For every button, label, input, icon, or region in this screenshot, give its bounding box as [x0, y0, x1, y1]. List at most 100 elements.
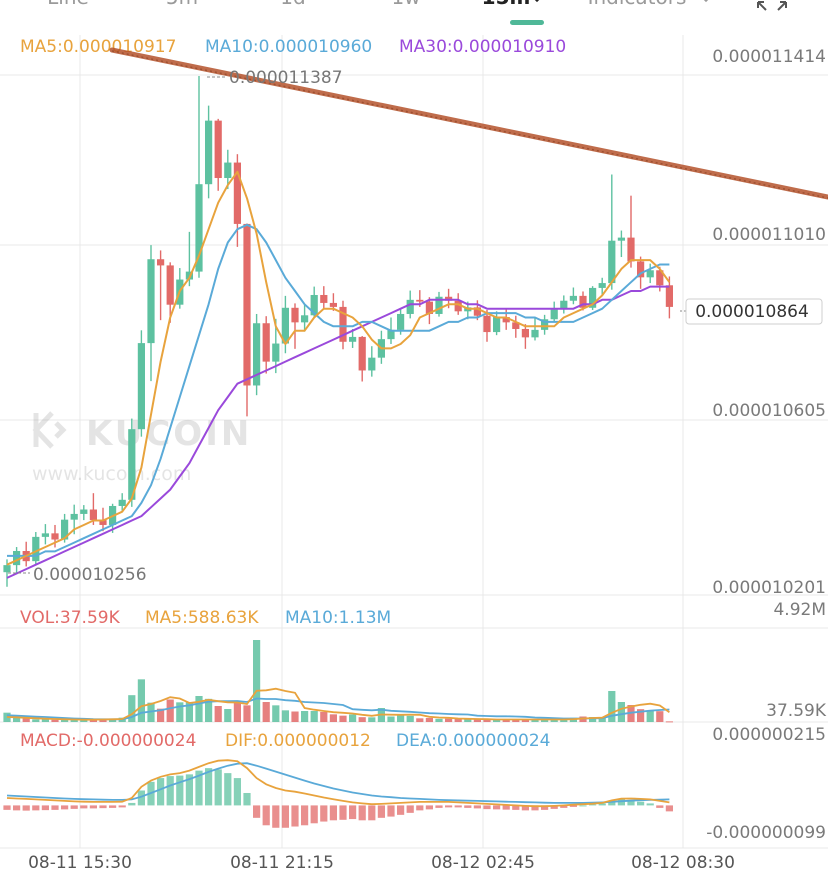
- candle-body: [425, 301, 433, 314]
- volume-bar: [512, 719, 520, 722]
- candle-body: [157, 259, 165, 266]
- price-tick-label: 0.000010201: [712, 578, 826, 598]
- macd-tick-label: 0.000000215: [712, 725, 826, 745]
- tab-1d[interactable]: 1d: [280, 0, 305, 9]
- ma30-line: [6, 285, 670, 579]
- watermark: KUCOIN www.kucoin.com: [32, 411, 249, 485]
- volume-bar: [464, 719, 472, 722]
- trendline-texture: [111, 50, 828, 199]
- volume-bar: [473, 719, 481, 722]
- candle-body: [166, 265, 174, 305]
- macd-histogram-bar: [89, 805, 97, 809]
- volume-bar: [339, 715, 347, 722]
- macd-histogram-bar: [262, 805, 270, 826]
- volume-bar: [176, 702, 184, 722]
- candle-body: [137, 343, 145, 430]
- volume-bar: [358, 717, 366, 722]
- volume-bar: [61, 720, 69, 722]
- tab-line[interactable]: Line: [47, 0, 89, 9]
- volume-bar: [109, 718, 117, 722]
- candle-body: [656, 270, 664, 286]
- volume-bar: [99, 719, 107, 722]
- macd-histogram-bar: [665, 805, 673, 812]
- volume-bar: [310, 711, 318, 722]
- macd-histogram-bar: [205, 768, 213, 806]
- trendline: [109, 47, 828, 200]
- tab-15m[interactable]: 15m: [482, 0, 531, 9]
- macd-histogram-bar: [291, 805, 299, 827]
- kucoin-logo-icon: [32, 411, 67, 449]
- interval-tabs[interactable]: Line 5m 1d 1w 15m Indicators: [47, 0, 787, 25]
- volume-bar: [205, 698, 213, 722]
- macd-histogram-bar: [502, 805, 510, 810]
- candle-body: [627, 237, 635, 262]
- price-tick-label: 0.000011010: [712, 225, 826, 245]
- moving-averages: [6, 170, 671, 579]
- candle-body: [358, 336, 366, 371]
- candle-body: [339, 306, 347, 342]
- macd-histogram-bar: [637, 801, 645, 806]
- candle-body: [435, 296, 443, 314]
- macd-histogram-bar: [358, 805, 366, 821]
- macd-histogram-bar: [109, 805, 117, 808]
- volume-bar: [157, 708, 165, 722]
- candle-body: [329, 302, 337, 307]
- time-tick-label: 08-11 21:15: [230, 853, 334, 873]
- candle-body: [224, 162, 232, 179]
- legend-macd: MACD:-0.000000024: [20, 731, 196, 751]
- ma10-line: [7, 223, 670, 557]
- candle-body: [589, 287, 597, 308]
- volume-bar: [454, 718, 462, 722]
- macd-histogram-bar: [646, 803, 654, 806]
- watermark-url: www.kucoin.com: [32, 463, 191, 485]
- macd-histogram-bar: [41, 805, 49, 811]
- current-price-tag: 0.000010864: [680, 298, 823, 325]
- volume-bar: [608, 691, 616, 722]
- macd-histogram-bar: [157, 778, 165, 806]
- volume-tick-label: 37.59K: [766, 701, 827, 721]
- volume-bar: [598, 717, 606, 722]
- candle-body: [205, 120, 213, 185]
- volume-bar: [493, 719, 501, 722]
- volume-bar: [22, 718, 30, 722]
- candle-body: [454, 300, 462, 312]
- legend-dea: DEA:0.000000024: [396, 731, 550, 751]
- candle-body: [118, 499, 126, 506]
- macd-histogram-bar: [493, 805, 501, 810]
- legend-vol-ma5: MA5:588.63K: [145, 608, 259, 628]
- volume-bar: [637, 709, 645, 722]
- expand-arrows-icon[interactable]: [757, 1, 787, 11]
- macd-histogram-bar: [397, 805, 405, 815]
- candle-body: [502, 317, 510, 323]
- tab-indicators[interactable]: Indicators: [588, 0, 687, 9]
- volume-bar: [445, 718, 453, 722]
- candle-body: [291, 307, 299, 323]
- macd-histogram-bar: [425, 805, 433, 810]
- trendline-drawing[interactable]: [109, 47, 828, 200]
- candle-body: [320, 294, 328, 303]
- candle-body: [416, 299, 424, 302]
- volume-bar: [416, 718, 424, 722]
- macd-histogram-bar: [80, 805, 88, 809]
- price-tick-label: 0.000011414: [712, 47, 826, 67]
- candle-body: [61, 519, 69, 540]
- macd-panel: [3, 759, 673, 828]
- candle-body: [147, 259, 155, 344]
- candle-body: [13, 551, 21, 566]
- macd-histogram-bar: [214, 769, 222, 806]
- tab-1w[interactable]: 1w: [391, 0, 420, 9]
- low-price-label: 0.000010256: [33, 565, 147, 585]
- macd-histogram-bar: [483, 805, 491, 810]
- tab-5m[interactable]: 5m: [166, 0, 198, 9]
- macd-histogram-bar: [445, 805, 453, 808]
- macd-histogram-bar: [253, 805, 261, 818]
- macd-histogram-bar: [598, 803, 606, 806]
- macd-histogram-bar: [61, 805, 69, 810]
- macd-histogram-bar: [550, 805, 558, 809]
- macd-histogram-bar: [272, 805, 280, 828]
- active-tab-indicator: [510, 20, 544, 25]
- volume-bar: [397, 715, 405, 722]
- volume-bar: [291, 711, 299, 722]
- macd-histogram-bar: [627, 799, 635, 806]
